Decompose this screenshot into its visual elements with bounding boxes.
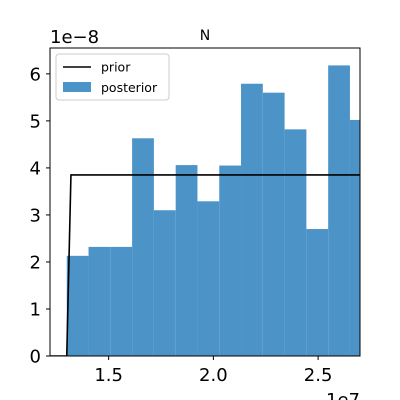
y-tick-label: 5 (30, 111, 41, 132)
histogram-bar (328, 65, 350, 356)
posterior-histogram (66, 65, 360, 356)
prior-line-group (50, 174, 360, 356)
legend-posterior-swatch (63, 82, 91, 92)
histogram-bar (175, 165, 198, 356)
x-tick-label: 1.5 (94, 365, 123, 386)
legend-posterior-label: posterior (101, 80, 158, 95)
histogram-bar (110, 246, 133, 356)
x-tick-label: 2.5 (304, 365, 333, 386)
prior-line (50, 174, 360, 356)
histogram-bar (153, 210, 176, 356)
histogram-bar (66, 255, 89, 356)
legend: prior posterior (55, 53, 170, 101)
histogram-bar (197, 201, 220, 356)
y-tick-label: 6 (30, 64, 41, 85)
legend-prior-label: prior (101, 60, 131, 75)
y-tick-label: 2 (30, 252, 41, 273)
x-tick-label: 2.0 (199, 365, 228, 386)
histogram-bar (306, 229, 329, 356)
x-offset-label: 1e7 (326, 390, 360, 400)
histogram-bar (349, 119, 360, 356)
histogram-bar (132, 138, 154, 356)
y-axis: 0 1 2 3 4 5 6 (30, 64, 50, 368)
y-tick-label: 4 (30, 158, 41, 179)
histogram-bar (241, 83, 263, 356)
x-axis: 1.5 2.0 2.5 (94, 356, 332, 386)
y-tick-label: 1 (30, 299, 41, 320)
chart-title: N (200, 28, 210, 44)
histogram-bar (284, 129, 307, 356)
y-tick-label: 0 (30, 347, 41, 368)
y-tick-label: 3 (30, 205, 41, 226)
y-offset-label: 1e−8 (50, 27, 99, 48)
plot-frame (49, 47, 361, 357)
histogram-bar (219, 165, 242, 356)
histogram-bar (88, 246, 111, 356)
histogram-bar (262, 92, 285, 356)
